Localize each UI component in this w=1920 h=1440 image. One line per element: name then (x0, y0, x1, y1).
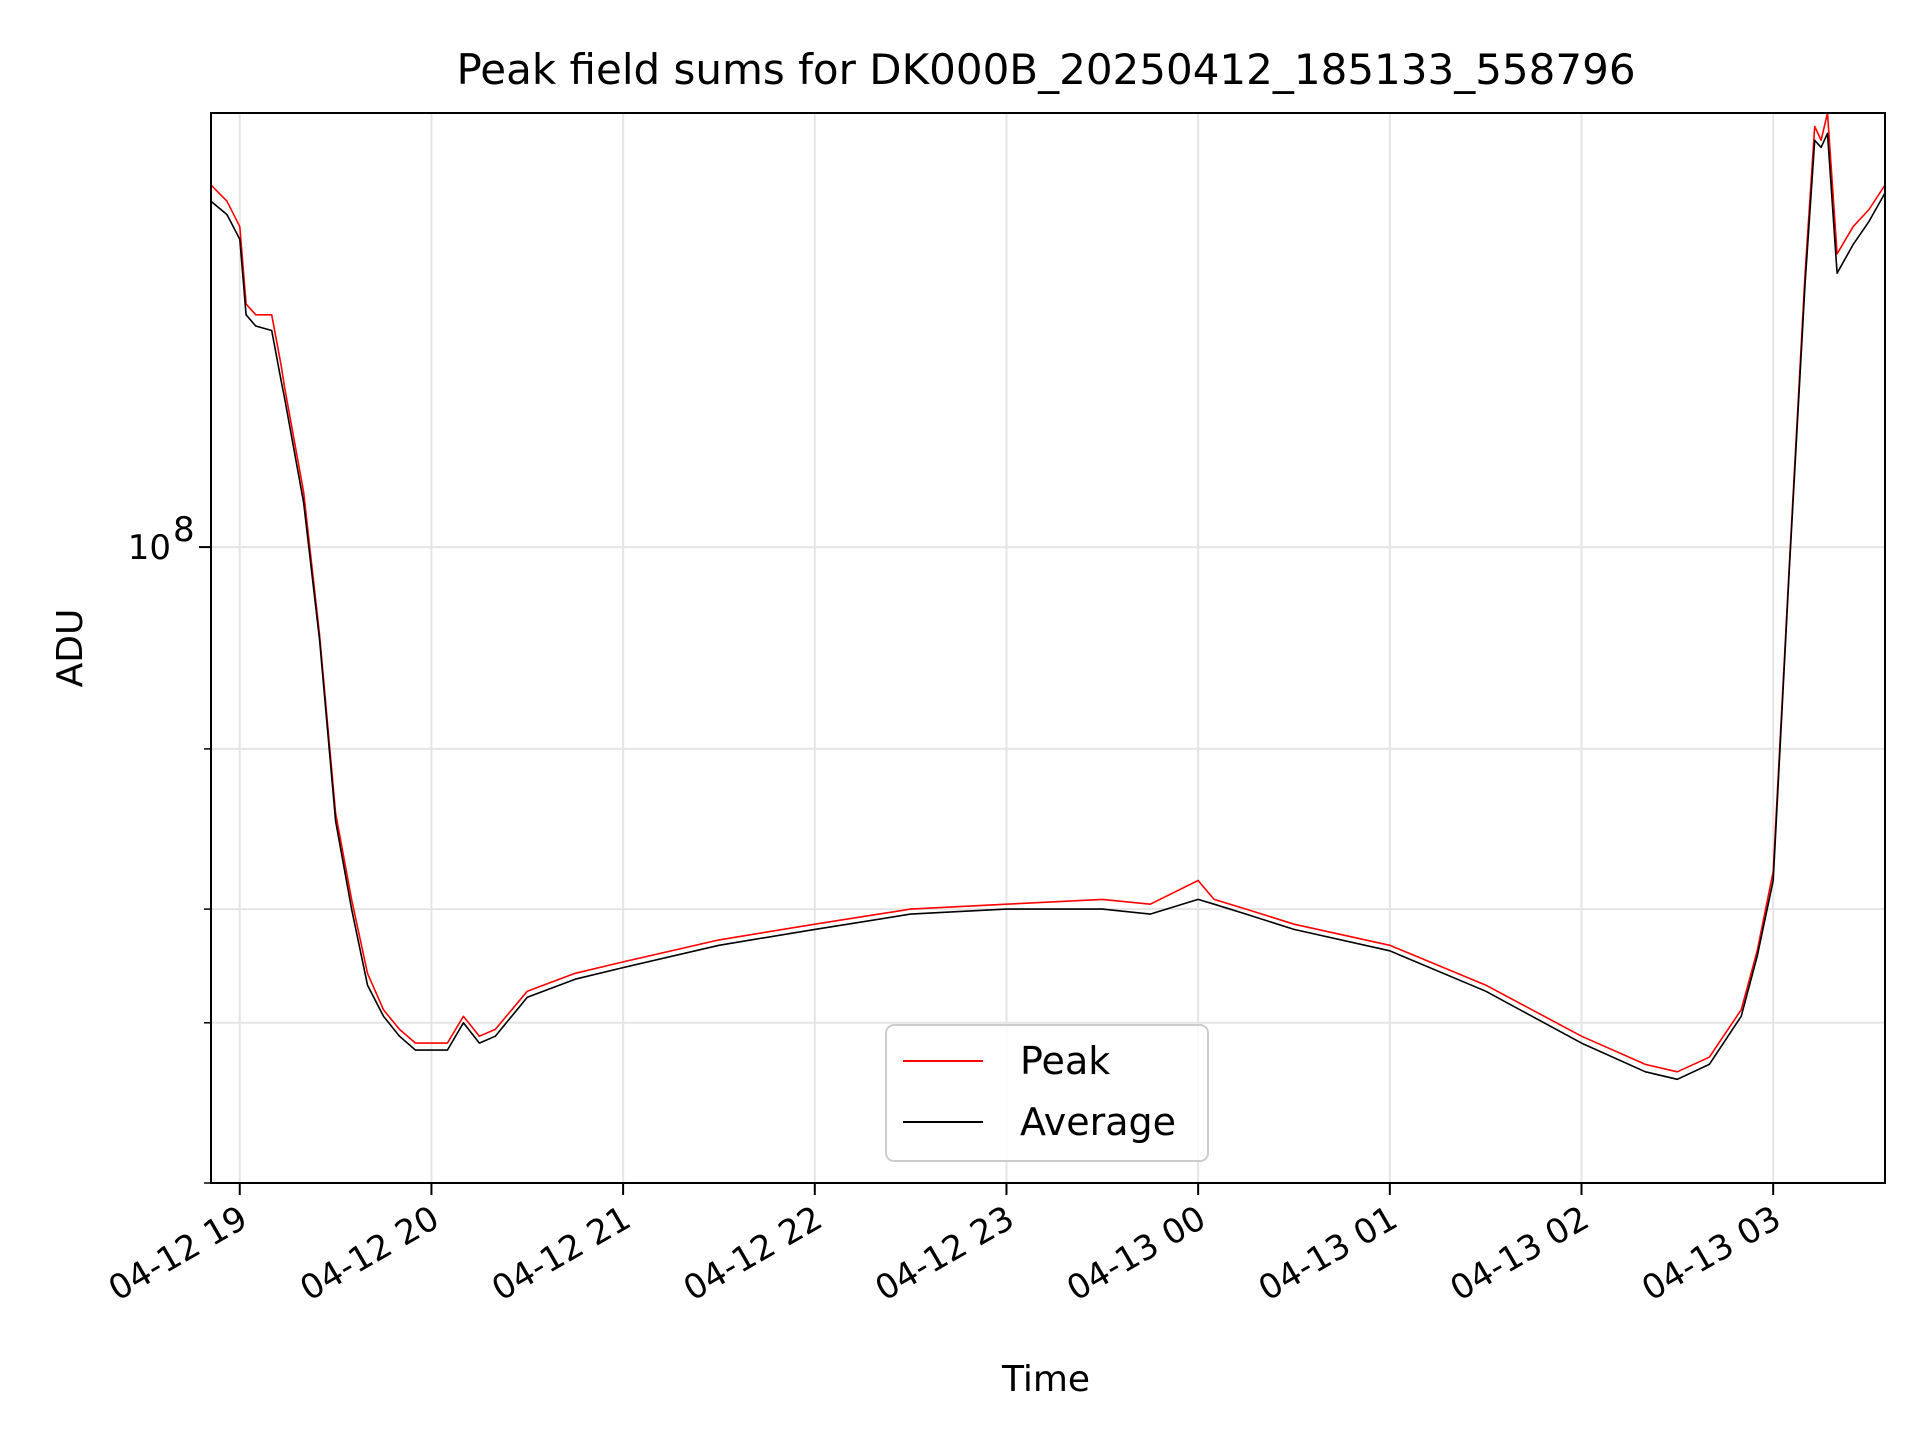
y-axis-label: ADU (50, 609, 91, 688)
y-axis: 10 8 (128, 510, 211, 1184)
legend-label-peak: Peak (1020, 1039, 1110, 1083)
plot-frame (210, 112, 1886, 1184)
y-tick-label-base: 10 (128, 528, 171, 568)
series-line-average (210, 132, 1886, 1081)
chart-title: Peak field sums for DK000B_20250412_1851… (456, 45, 1635, 94)
plot-series (210, 112, 1886, 1081)
y-tick-label-exponent: 8 (173, 510, 195, 550)
legend-label-average: Average (1020, 1100, 1176, 1144)
legend-box (885, 1024, 1209, 1162)
x-axis-label: Time (1001, 1359, 1090, 1400)
legend: Peak Average (885, 1024, 1209, 1162)
